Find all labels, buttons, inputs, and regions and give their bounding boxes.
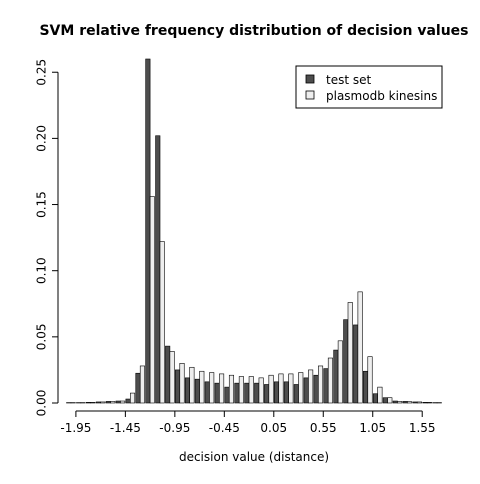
- bar-plasmodb-kinesins-35: [417, 402, 421, 403]
- bar-test-set-36: [423, 402, 427, 403]
- bar-plasmodb-kinesins-29: [358, 292, 362, 403]
- bar-test-set-24: [304, 378, 308, 403]
- x-tick-label-6: 1.05: [359, 421, 386, 435]
- bar-plasmodb-kinesins-34: [407, 402, 411, 403]
- bar-test-set-29: [353, 325, 357, 403]
- bar-plasmodb-kinesins-33: [397, 401, 401, 403]
- bar-test-set-27: [334, 350, 338, 403]
- x-tick-label-1: -1.45: [110, 421, 141, 435]
- bar-test-set-16: [225, 387, 229, 403]
- bar-test-set-7: [136, 373, 140, 403]
- bar-plasmodb-kinesins-5: [120, 401, 124, 403]
- bar-test-set-26: [324, 369, 328, 403]
- bar-plasmodb-kinesins-18: [249, 377, 253, 403]
- bar-plasmodb-kinesins-24: [308, 370, 312, 403]
- bar-plasmodb-kinesins-16: [229, 375, 233, 403]
- bar-test-set-22: [284, 382, 288, 403]
- bar-plasmodb-kinesins-28: [348, 302, 352, 403]
- x-tick-label-7: 1.55: [409, 421, 436, 435]
- bar-plasmodb-kinesins-7: [140, 366, 144, 403]
- bar-test-set-19: [254, 383, 258, 403]
- bar-plasmodb-kinesins-2: [91, 402, 95, 403]
- bar-test-set-2: [86, 402, 90, 403]
- legend-swatch-test-set: [306, 75, 314, 83]
- bar-test-set-20: [264, 384, 268, 403]
- x-axis: -1.95 -1.45 -0.95 -0.45 0.05 0.55 1.05 1.55: [60, 411, 435, 435]
- bar-plasmodb-kinesins-11: [180, 363, 184, 403]
- legend: test set plasmodb kinesins: [296, 66, 442, 108]
- bar-plasmodb-kinesins-9: [160, 242, 164, 403]
- chart-title: SVM relative frequency distribution of d…: [39, 23, 468, 39]
- bar-test-set-34: [403, 401, 407, 403]
- bar-test-set-9: [156, 136, 160, 403]
- bar-test-set-23: [294, 384, 298, 403]
- bar-test-set-11: [175, 370, 179, 403]
- bar-test-set-31: [373, 394, 377, 403]
- bar-plasmodb-kinesins-15: [219, 374, 223, 403]
- bar-test-set-21: [274, 382, 278, 403]
- bar-plasmodb-kinesins-23: [299, 373, 303, 403]
- x-tick-label-2: -0.95: [159, 421, 190, 435]
- bar-test-set-4: [106, 401, 110, 403]
- x-axis-label: decision value (distance): [179, 450, 329, 464]
- x-tick-label-5: 0.55: [310, 421, 337, 435]
- bar-test-set-28: [344, 320, 348, 403]
- bar-test-set-33: [393, 401, 397, 403]
- bar-test-set-5: [116, 401, 120, 403]
- bar-plasmodb-kinesins-3: [101, 402, 105, 403]
- bar-test-set-6: [126, 399, 130, 403]
- bar-test-set-32: [383, 398, 387, 403]
- y-tick-label-5: 0.25: [35, 59, 49, 86]
- x-tick-label-3: -0.45: [209, 421, 240, 435]
- bar-test-set-10: [165, 346, 169, 403]
- bar-plasmodb-kinesins-27: [338, 341, 342, 403]
- bar-test-set-14: [205, 382, 209, 403]
- bar-plasmodb-kinesins-8: [150, 197, 154, 403]
- y-axis: 0.00 0.05 0.10 0.15 0.20 0.25: [35, 59, 59, 416]
- y-tick-label-0: 0.00: [35, 390, 49, 417]
- y-tick-label-2: 0.10: [35, 257, 49, 284]
- bar-test-set-15: [215, 383, 219, 403]
- legend-label-test-set: test set: [326, 73, 371, 87]
- bar-plasmodb-kinesins-20: [269, 375, 273, 403]
- bar-test-set-13: [195, 379, 199, 403]
- y-tick-label-4: 0.20: [35, 125, 49, 152]
- bar-plasmodb-kinesins-30: [368, 357, 372, 403]
- bar-plasmodb-kinesins-6: [130, 393, 134, 403]
- bar-plasmodb-kinesins-4: [111, 401, 115, 403]
- bar-plasmodb-kinesins-12: [190, 367, 194, 403]
- x-tick-label-4: 0.05: [260, 421, 287, 435]
- bar-plasmodb-kinesins-25: [318, 366, 322, 403]
- bar-plasmodb-kinesins-36: [427, 402, 431, 403]
- y-tick-label-3: 0.15: [35, 191, 49, 218]
- bars-group: [66, 59, 441, 403]
- bar-test-set-8: [146, 59, 150, 403]
- bar-plasmodb-kinesins-10: [170, 351, 174, 403]
- legend-label-plasmodb-kinesins: plasmodb kinesins: [326, 89, 437, 103]
- bar-plasmodb-kinesins-32: [388, 398, 392, 403]
- y-tick-label-1: 0.05: [35, 323, 49, 350]
- bar-test-set-35: [413, 402, 417, 403]
- bar-test-set-3: [96, 402, 100, 403]
- bar-test-set-25: [314, 375, 318, 403]
- bar-plasmodb-kinesins-22: [289, 374, 293, 403]
- bar-plasmodb-kinesins-26: [328, 358, 332, 403]
- x-tick-label-0: -1.95: [60, 421, 91, 435]
- legend-swatch-plasmodb-kinesins: [306, 91, 314, 99]
- bar-plasmodb-kinesins-13: [200, 371, 204, 403]
- bar-plasmodb-kinesins-21: [279, 374, 283, 403]
- bar-test-set-12: [185, 378, 189, 403]
- bar-test-set-30: [363, 371, 367, 403]
- bar-plasmodb-kinesins-17: [239, 377, 243, 403]
- bar-test-set-18: [245, 383, 249, 403]
- bar-plasmodb-kinesins-31: [378, 387, 382, 403]
- bar-plasmodb-kinesins-19: [259, 378, 263, 403]
- bar-plasmodb-kinesins-14: [209, 373, 213, 403]
- bar-test-set-17: [235, 383, 239, 403]
